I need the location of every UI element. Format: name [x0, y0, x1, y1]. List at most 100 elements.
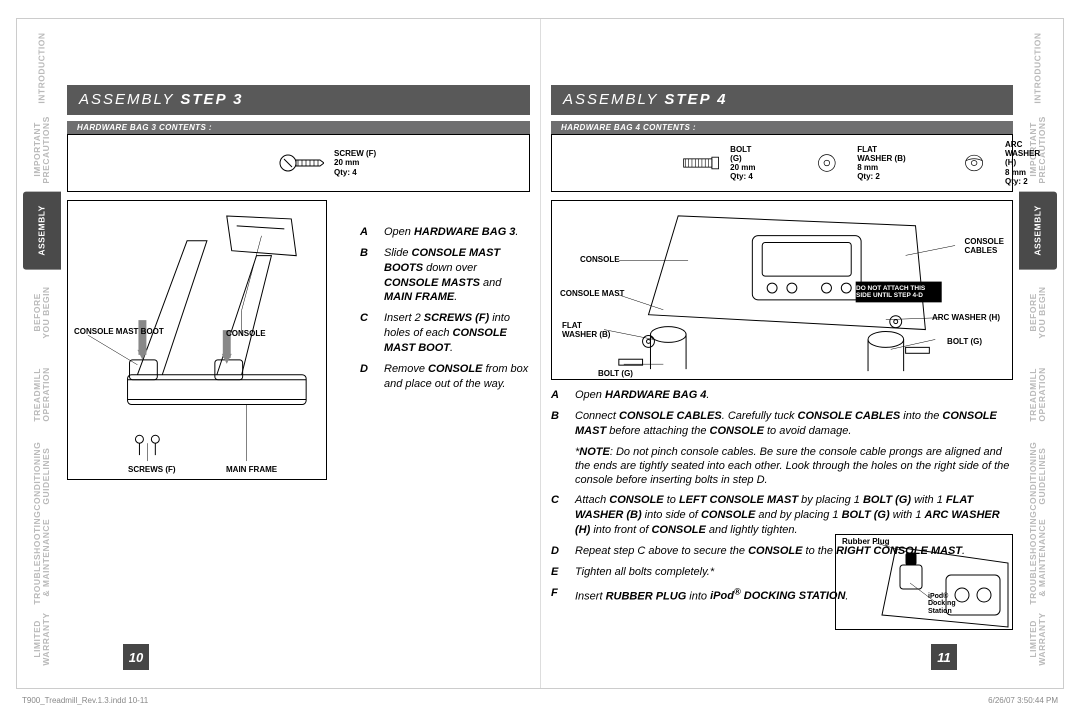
spread: INTRODUCTIONIMPORTANT PRECAUTIONSASSEMBL… [16, 18, 1064, 689]
assembly-figure-4: CONSOLE CONSOLE MAST FLAT WASHER (B) BOL… [551, 200, 1013, 380]
section-tab: INTRODUCTION [23, 29, 61, 107]
assembly-figure-3: CONSOLE MAST BOOT CONSOLE SCREWS (F) MAI… [67, 200, 327, 480]
footer-date: 6/26/07 3:50:44 PM [988, 696, 1058, 705]
section-tabs-left: INTRODUCTION IMPORTANT PRECAUTIONSASSEMBL… [21, 29, 61, 678]
step-text: Attach CONSOLE to LEFT CONSOLE MAST by p… [575, 493, 1011, 538]
callout-warning: DO NOT ATTACH THIS SIDE UNTIL STEP 4-D [856, 285, 925, 299]
step-text: Open HARDWARE BAG 4. [575, 388, 709, 403]
hardware-bag-header: HARDWARE BAG 4 CONTENTS : [551, 121, 1013, 134]
callout-console-mast-boot: CONSOLE MAST BOOT [74, 327, 164, 336]
step-text: Connect CONSOLE CABLES. Carefully tuck C… [575, 409, 1011, 439]
title-prefix: ASSEMBLY [563, 91, 664, 108]
callout-arc-washer: ARC WASHER (H) [932, 313, 1000, 322]
section-tab: TREADMILL OPERATION [23, 356, 61, 434]
manual-spread: INTRODUCTIONIMPORTANT PRECAUTIONSASSEMBL… [0, 0, 1080, 711]
callout-console: CONSOLE [580, 255, 620, 264]
instruction-step: A Open HARDWARE BAG 3. [360, 225, 530, 240]
instruction-step: BSlide CONSOLE MAST BOOTS down over CONS… [360, 246, 530, 305]
step-label: D [360, 362, 374, 392]
section-tab: TREADMILL OPERATION [1019, 356, 1057, 434]
callout-rubber-plug: Rubber Plug [842, 537, 890, 546]
print-footer: T900_Treadmill_Rev.1.3.indd 10-11 6/26/0… [22, 696, 1058, 705]
callout-bolt-2: BOLT (G) [947, 337, 982, 346]
hardware-size: 20 mm [334, 158, 376, 167]
instruction-step: A Open HARDWARE BAG 4. [551, 388, 1011, 403]
section-tab: TROUBLESHOOTING & MAINTENANCE [1019, 519, 1057, 597]
instruction-step: B Connect CONSOLE CABLES. Carefully tuck … [551, 409, 1011, 439]
step-title: ASSEMBLY STEP 3 [67, 85, 530, 115]
page-left-content: ASSEMBLY STEP 3 HARDWARE BAG 3 CONTENTS … [67, 29, 530, 678]
footer-file: T900_Treadmill_Rev.1.3.indd 10-11 [22, 696, 148, 705]
section-tab: LIMITED WARRANTY [1019, 600, 1057, 678]
callout-console: CONSOLE [226, 329, 266, 338]
hardware-name: FLAT WASHER (B) [857, 145, 906, 163]
section-tab: ASSEMBLY [1019, 192, 1057, 270]
page-right: INTRODUCTIONIMPORTANT PRECAUTIONSASSEMBL… [540, 19, 1063, 688]
step-label: D [551, 544, 565, 559]
step-label: C [551, 493, 565, 538]
section-tab: CONDITIONING GUIDELINES [1019, 437, 1057, 515]
hardware-name: SCREW (F) [334, 149, 376, 158]
instruction-step: D Remove CONSOLE from box and place out o… [360, 362, 530, 392]
hardware-qty: Qty: 2 [1005, 177, 1053, 186]
section-tab: LIMITED WARRANTY [23, 600, 61, 678]
hardware-item: FLAT WASHER (B)8 mmQty: 2 [815, 145, 906, 182]
page-left: INTRODUCTIONIMPORTANT PRECAUTIONSASSEMBL… [17, 19, 540, 688]
callout-ipod-dock: iPod® Docking Station [928, 593, 956, 615]
step-title: ASSEMBLY STEP 4 [551, 85, 1013, 115]
section-tab: CONDITIONING GUIDELINES [23, 437, 61, 515]
ipod-dock-figure: Rubber Plug iPod® Docking Station [835, 534, 1013, 630]
step-text: Tighten all bolts completely.* [575, 565, 714, 580]
hardware-item: ARC WASHER (H)8 mmQty: 2 [962, 140, 1053, 186]
callout-flat-washer: FLAT WASHER (B) [562, 321, 610, 339]
hardware-bag-box: SCREW (F)20 mmQty: 4 [67, 134, 530, 192]
step-text: Remove CONSOLE from box and place out of… [384, 362, 530, 392]
page-number: 10 [123, 644, 149, 670]
page-number: 11 [931, 644, 957, 670]
step-label: B [551, 409, 565, 439]
callout-main-frame: MAIN FRAME [226, 465, 277, 474]
instruction-step: CAttach CONSOLE to LEFT CONSOLE MAST by … [551, 493, 1011, 538]
section-tab: BEFORE YOU BEGIN [1019, 274, 1057, 352]
title-step: STEP 3 [180, 91, 243, 108]
hardware-qty: Qty: 4 [730, 172, 759, 181]
title-step: STEP 4 [664, 91, 727, 108]
step-text: Open HARDWARE BAG 3. [384, 225, 518, 240]
callout-console-cables: CONSOLE CABLES [964, 237, 1004, 255]
hardware-name: BOLT (G) [730, 145, 759, 163]
hardware-size: 20 mm [730, 163, 759, 172]
instruction-note: *NOTE: Do not pinch console cables. Be s… [575, 445, 1011, 488]
hardware-qty: Qty: 4 [334, 168, 376, 177]
step-label: A [360, 225, 374, 240]
instruction-step: CInsert 2 SCREWS (F) into holes of each … [360, 311, 530, 356]
step-label: F [551, 586, 565, 605]
section-tab: IMPORTANT PRECAUTIONS [23, 111, 61, 189]
step-label: A [551, 388, 565, 403]
step-text: Insert RUBBER PLUG into iPod® DOCKING ST… [575, 586, 848, 605]
section-tab: BEFORE YOU BEGIN [23, 274, 61, 352]
hardware-bag-header: HARDWARE BAG 3 CONTENTS : [67, 121, 530, 134]
step-label: E [551, 565, 565, 580]
step-label: B [360, 246, 374, 305]
hardware-size: 8 mm [1005, 168, 1053, 177]
hardware-item: SCREW (F)20 mmQty: 4 [278, 146, 376, 180]
hardware-bag-box: BOLT (G)20 mmQty: 4FLAT WASHER (B)8 mmQt… [551, 134, 1013, 192]
small-figure-svg [836, 535, 1014, 631]
callout-screws: SCREWS (F) [128, 465, 176, 474]
step-text: Slide CONSOLE MAST BOOTS down over CONSO… [384, 246, 530, 305]
section-tab: ASSEMBLY [23, 192, 61, 270]
section-tabs-right: INTRODUCTIONIMPORTANT PRECAUTIONSASSEMBL… [1019, 29, 1059, 678]
callout-console-mast: CONSOLE MAST [560, 289, 624, 298]
page-right-content: ASSEMBLY STEP 4 HARDWARE BAG 4 CONTENTS … [551, 29, 1013, 678]
hardware-size: 8 mm [857, 163, 906, 172]
figure-svg [68, 201, 326, 479]
instruction-steps: A Open HARDWARE BAG 3. BSlide CONSOLE MAST… [360, 225, 530, 397]
step-text: Insert 2 SCREWS (F) into holes of each C… [384, 311, 530, 356]
section-tab: TROUBLESHOOTING & MAINTENANCE [23, 519, 61, 597]
hardware-name: ARC WASHER (H) [1005, 140, 1053, 168]
hardware-qty: Qty: 2 [857, 172, 906, 181]
hardware-item: BOLT (G)20 mmQty: 4 [682, 145, 759, 182]
title-prefix: ASSEMBLY [79, 91, 180, 108]
section-tab: INTRODUCTION [1019, 29, 1057, 107]
step-label: C [360, 311, 374, 356]
